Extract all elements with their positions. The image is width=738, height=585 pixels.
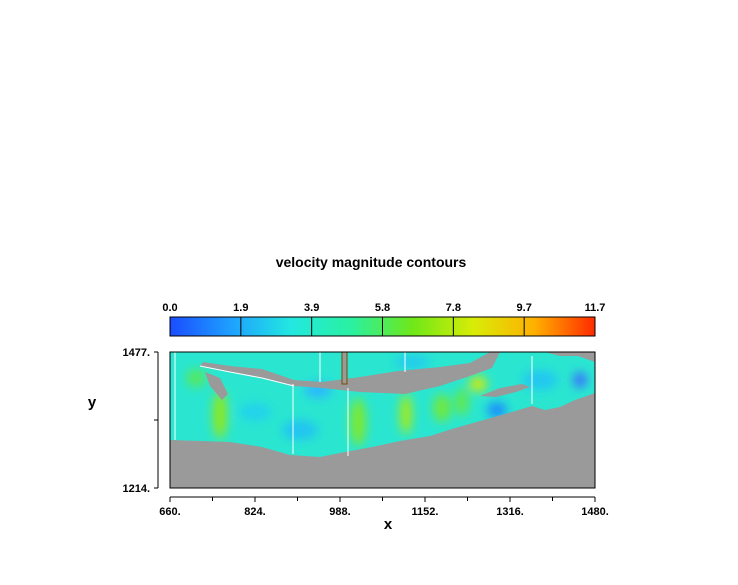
chart-title: velocity magnitude contours bbox=[276, 254, 467, 270]
colorbar-tick-label: 3.9 bbox=[304, 302, 319, 314]
y-tick-label: 1477. bbox=[122, 347, 150, 359]
x-tick-label: 660. bbox=[159, 506, 180, 518]
slower-zone bbox=[282, 420, 318, 440]
slower-zone bbox=[487, 402, 507, 418]
eastern-island bbox=[480, 384, 530, 397]
faster-zone bbox=[350, 398, 366, 446]
plot-frame bbox=[169, 351, 596, 489]
northeast-land bbox=[545, 352, 595, 362]
shoreline-edge bbox=[199, 365, 295, 387]
faster-zone bbox=[433, 394, 451, 422]
x-axis-label: x bbox=[384, 516, 393, 533]
plot-area: 660. 824. 988. 1152. 1316. 1480. x 1477. 1214… bbox=[88, 347, 609, 533]
x-ticks: 660. 824. 988. 1152. 1316. 1480. bbox=[159, 497, 609, 518]
y-axis: 1477. 1214. y bbox=[88, 347, 159, 495]
velocity-variation bbox=[186, 356, 587, 446]
section-lines bbox=[174, 352, 533, 456]
slower-zone bbox=[394, 356, 430, 368]
x-tick-label: 1480. bbox=[581, 506, 609, 518]
y-axis-label: y bbox=[88, 394, 97, 411]
colorbar-tick-label: 11.7 bbox=[585, 302, 606, 314]
faster-zone bbox=[469, 376, 487, 392]
colorbar-ticks: 0.0 1.9 3.9 5.8 7.8 9.7 11.7 bbox=[162, 302, 605, 336]
x-tick-label: 1316. bbox=[496, 506, 524, 518]
north-spit bbox=[200, 352, 500, 394]
slower-zone bbox=[522, 370, 558, 390]
y-tick-label: 1214. bbox=[122, 483, 150, 495]
colorbar-tick-label: 7.8 bbox=[446, 302, 461, 314]
x-tick-label: 988. bbox=[329, 506, 350, 518]
south-land bbox=[170, 393, 595, 488]
faster-zone bbox=[213, 391, 227, 439]
colorbar-tick-label: 0.0 bbox=[162, 302, 177, 314]
faster-zone bbox=[400, 394, 412, 434]
faster-zone bbox=[455, 388, 469, 416]
slower-zone bbox=[573, 372, 587, 388]
x-tick-label: 1152. bbox=[412, 506, 439, 518]
colorbar: 0.0 1.9 3.9 5.8 7.8 9.7 11.7 bbox=[162, 302, 605, 337]
colorbar-tick-label: 9.7 bbox=[517, 302, 532, 314]
colorbar-tick-label: 5.8 bbox=[375, 302, 390, 314]
x-tick-label: 824. bbox=[244, 506, 265, 518]
x-axis: 660. 824. 988. 1152. 1316. 1480. x bbox=[159, 496, 609, 533]
colorbar-tick-label: 1.9 bbox=[233, 302, 248, 314]
island bbox=[205, 372, 228, 400]
faster-zone bbox=[186, 369, 206, 387]
pier bbox=[341, 352, 348, 385]
slower-zone bbox=[239, 403, 271, 421]
